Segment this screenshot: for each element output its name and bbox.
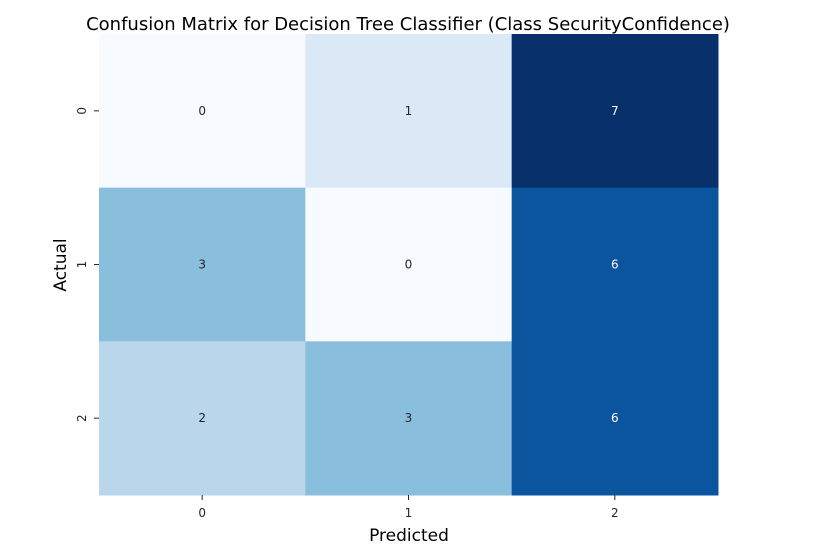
- cell-value-r0-c2: 7: [611, 104, 619, 118]
- y-tick-label-0: 0: [75, 107, 89, 115]
- heatmap-cell-r1-c0: [99, 187, 306, 342]
- x-axis-label: Predicted: [369, 526, 449, 546]
- y-tick-label-2: 2: [75, 414, 89, 422]
- cell-value-r2-c1: 3: [405, 411, 413, 425]
- y-axis-ticks: 0 1 2: [75, 107, 99, 422]
- y-axis-label: Actual: [51, 238, 71, 291]
- cell-value-r0-c1: 1: [405, 104, 413, 118]
- heatmap-cell-r0-c2: [511, 34, 719, 189]
- y-tick-label-1: 1: [75, 261, 89, 269]
- cell-value-r1-c1: 0: [405, 258, 413, 272]
- cell-value-r0-c0: 0: [198, 104, 206, 118]
- heatmap-cell-labels: 0 1 7 3 0 6 2 3 6: [198, 104, 618, 425]
- heatmap-cell-r2-c1: [305, 341, 513, 496]
- heatmap-cell-r1-c1: [305, 187, 513, 342]
- x-tick-label-2: 2: [611, 506, 619, 520]
- heatmap-cell-r1-c2: [511, 187, 719, 342]
- heatmap-cell-r0-c1: [305, 34, 513, 189]
- cell-value-r2-c2: 6: [611, 411, 619, 425]
- heatmap-cell-r2-c2: [511, 341, 719, 496]
- cell-value-r2-c0: 2: [198, 411, 206, 425]
- heatmap-cells: [99, 34, 719, 496]
- heatmap-cell-r2-c0: [99, 341, 306, 496]
- x-axis-ticks: 0 1 2: [198, 495, 619, 520]
- cell-value-r1-c0: 3: [198, 258, 206, 272]
- x-tick-label-0: 0: [198, 506, 206, 520]
- x-tick-label-1: 1: [405, 506, 413, 520]
- heatmap-cell-r0-c0: [99, 34, 306, 189]
- cell-value-r1-c2: 6: [611, 258, 619, 272]
- chart-title: Confusion Matrix for Decision Tree Class…: [86, 14, 730, 35]
